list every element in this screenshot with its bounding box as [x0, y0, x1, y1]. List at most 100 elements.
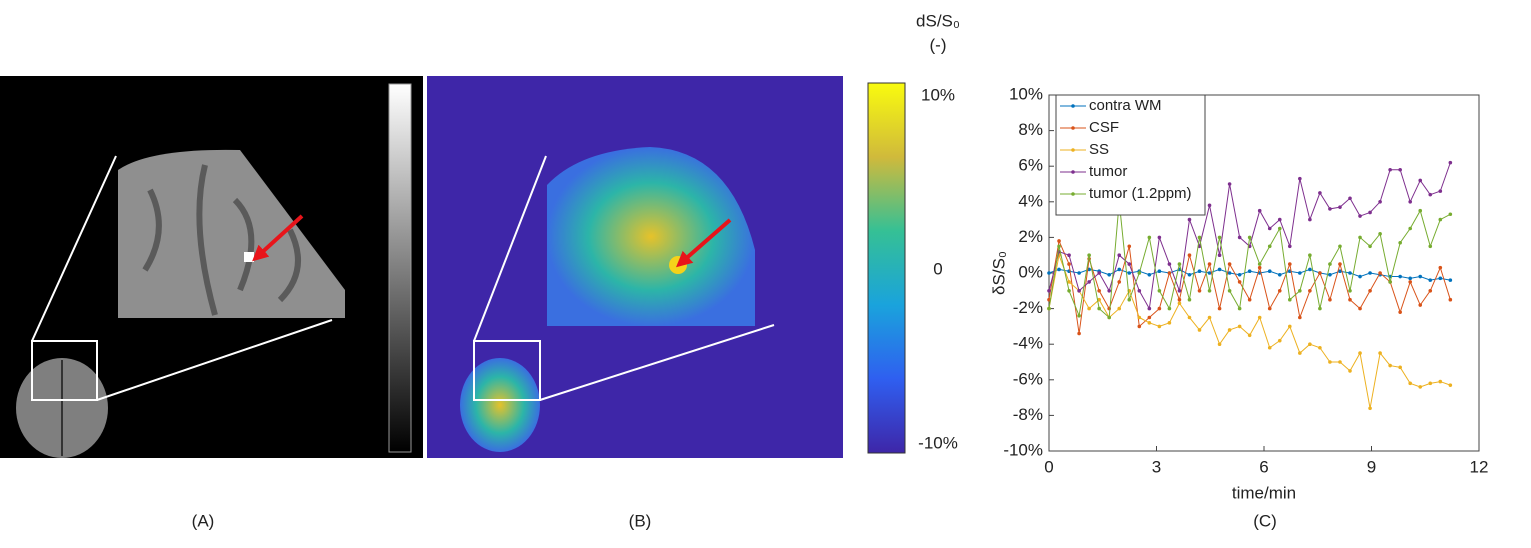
data-point — [1107, 315, 1111, 320]
colorbar-tick: 0 — [933, 259, 942, 278]
data-point — [1298, 351, 1302, 355]
data-point — [1328, 272, 1332, 277]
data-point — [1117, 280, 1122, 284]
data-point — [1448, 160, 1453, 165]
data-point — [1227, 289, 1232, 293]
y-tick-label: -10% — [1003, 440, 1043, 459]
data-point — [1137, 271, 1142, 275]
data-point — [1388, 363, 1392, 368]
data-point — [1237, 280, 1242, 284]
data-point — [1298, 315, 1302, 320]
data-point — [1047, 306, 1051, 311]
data-point — [1097, 289, 1101, 293]
data-point — [1227, 328, 1232, 332]
data-point — [1177, 301, 1182, 306]
data-point — [1187, 272, 1192, 277]
legend-marker — [1071, 148, 1075, 152]
data-point — [1157, 289, 1162, 293]
x-tick-label: 9 — [1367, 457, 1376, 476]
data-point — [1047, 271, 1051, 275]
data-point — [1257, 265, 1262, 270]
data-point — [1408, 200, 1412, 204]
data-point — [1067, 280, 1071, 284]
data-point — [1448, 297, 1453, 302]
data-point — [1398, 167, 1402, 172]
data-point — [1187, 253, 1192, 257]
data-point — [1077, 271, 1081, 275]
data-point — [1247, 297, 1252, 302]
data-point — [1298, 271, 1302, 275]
data-point — [1137, 315, 1142, 320]
data-point — [1077, 313, 1081, 318]
data-point — [1157, 235, 1162, 240]
data-point — [1378, 351, 1382, 355]
data-point — [1267, 345, 1272, 350]
data-point — [1338, 205, 1342, 209]
data-point — [1157, 306, 1162, 311]
data-point — [1147, 235, 1152, 240]
data-point — [1117, 267, 1122, 272]
data-point — [1207, 271, 1212, 275]
data-point — [1428, 192, 1433, 197]
data-point — [1338, 244, 1342, 249]
data-point — [1167, 262, 1172, 266]
data-point — [1368, 244, 1372, 249]
data-point — [1277, 338, 1282, 343]
y-tick-label: 8% — [1018, 120, 1043, 139]
y-tick-label: 2% — [1018, 227, 1043, 246]
legend-label: tumor — [1089, 163, 1127, 180]
data-point — [1438, 217, 1443, 222]
data-point — [1388, 280, 1392, 284]
y-axis-label: δS/S₀ — [989, 251, 1008, 295]
data-point — [1418, 178, 1423, 183]
data-point — [1428, 289, 1433, 293]
data-point — [1097, 271, 1101, 275]
legend-marker — [1071, 192, 1075, 196]
x-tick-label: 6 — [1259, 457, 1268, 476]
data-point — [1308, 217, 1312, 222]
x-tick-label: 3 — [1152, 457, 1161, 476]
data-point — [1167, 321, 1172, 325]
data-point — [1077, 331, 1081, 336]
data-point — [1247, 235, 1252, 240]
legend-label: contra WM — [1089, 97, 1162, 114]
data-point — [1438, 276, 1443, 281]
data-point — [1187, 217, 1192, 222]
data-point — [1348, 289, 1352, 293]
data-point — [1217, 342, 1222, 347]
data-point — [1147, 272, 1152, 277]
data-point — [1247, 333, 1252, 338]
legend-marker — [1071, 126, 1075, 130]
data-point — [1338, 360, 1342, 364]
panel-label: (C) — [1253, 511, 1277, 530]
data-point — [1217, 306, 1222, 311]
y-tick-label: 0% — [1018, 262, 1043, 281]
colorbar-tick: 10% — [921, 85, 955, 104]
data-point — [1137, 289, 1142, 293]
data-point — [1308, 267, 1312, 272]
data-point — [1348, 369, 1352, 373]
y-tick-label: -8% — [1013, 405, 1043, 424]
data-point — [1167, 271, 1172, 275]
data-point — [1448, 212, 1453, 217]
data-point — [1147, 321, 1152, 325]
data-point — [1438, 189, 1443, 193]
data-point — [1237, 324, 1242, 329]
data-point — [1408, 276, 1412, 281]
data-point — [1097, 306, 1101, 311]
data-point — [1207, 203, 1212, 208]
data-point — [1267, 306, 1272, 311]
data-point — [1167, 306, 1172, 311]
data-point — [1227, 182, 1232, 186]
data-point — [1087, 280, 1091, 284]
data-point — [1057, 267, 1061, 272]
data-point — [1348, 196, 1352, 201]
data-point — [1127, 271, 1132, 275]
data-point — [1277, 217, 1282, 222]
data-point — [1197, 289, 1202, 293]
data-point — [1077, 289, 1081, 293]
data-point — [1227, 262, 1232, 266]
panel-a-image — [0, 76, 423, 458]
data-point — [1418, 385, 1423, 389]
data-point — [1257, 315, 1262, 320]
